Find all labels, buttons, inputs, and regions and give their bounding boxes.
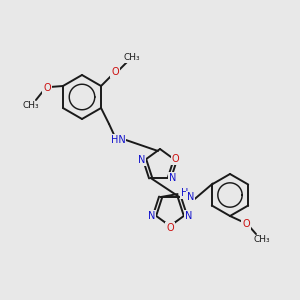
Text: O: O (171, 154, 179, 164)
Text: N: N (138, 155, 146, 165)
Text: N: N (169, 173, 176, 183)
Text: CH₃: CH₃ (254, 236, 270, 244)
Text: O: O (43, 83, 51, 93)
Text: N: N (184, 211, 192, 221)
Text: HN: HN (111, 135, 125, 145)
Text: H: H (181, 188, 188, 198)
Text: O: O (242, 219, 250, 229)
Text: O: O (166, 223, 174, 233)
Text: CH₃: CH₃ (22, 101, 39, 110)
Text: N: N (148, 211, 155, 221)
Text: N: N (187, 192, 194, 202)
Text: O: O (111, 67, 119, 77)
Text: CH₃: CH₃ (124, 53, 140, 62)
